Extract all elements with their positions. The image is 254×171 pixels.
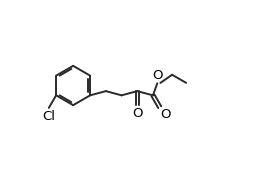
Text: O: O <box>161 108 171 121</box>
Text: Cl: Cl <box>42 110 55 123</box>
Text: O: O <box>132 107 142 120</box>
Text: O: O <box>152 69 163 82</box>
